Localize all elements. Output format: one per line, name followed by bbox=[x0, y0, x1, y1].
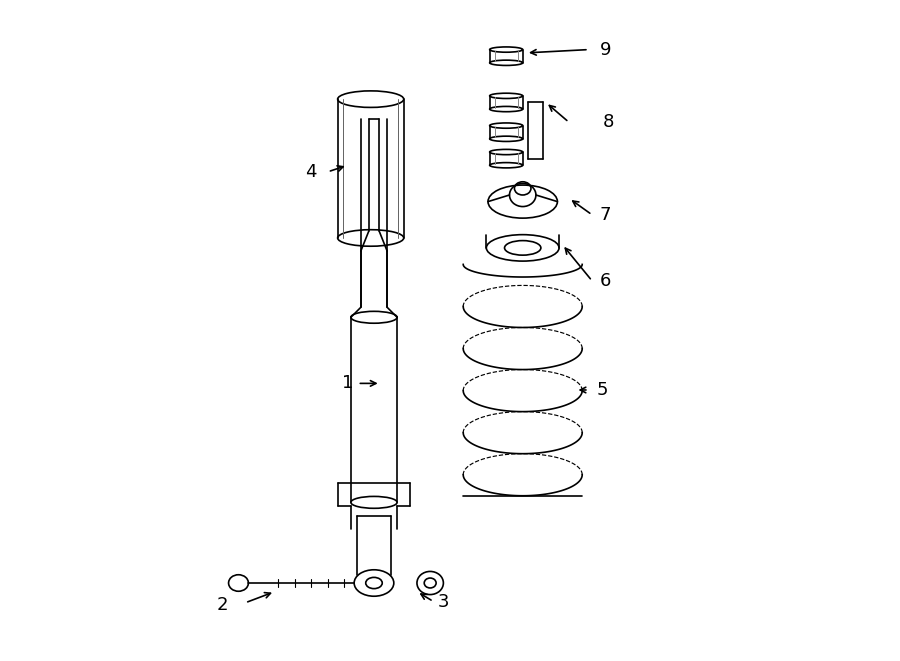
Text: 4: 4 bbox=[305, 163, 317, 181]
Text: 1: 1 bbox=[342, 374, 353, 393]
Text: 7: 7 bbox=[599, 206, 611, 224]
Text: 8: 8 bbox=[603, 113, 615, 132]
Text: 2: 2 bbox=[216, 596, 228, 614]
Text: 6: 6 bbox=[599, 272, 611, 290]
Text: 9: 9 bbox=[599, 40, 611, 59]
Text: 3: 3 bbox=[437, 592, 449, 611]
Text: 5: 5 bbox=[597, 381, 608, 399]
